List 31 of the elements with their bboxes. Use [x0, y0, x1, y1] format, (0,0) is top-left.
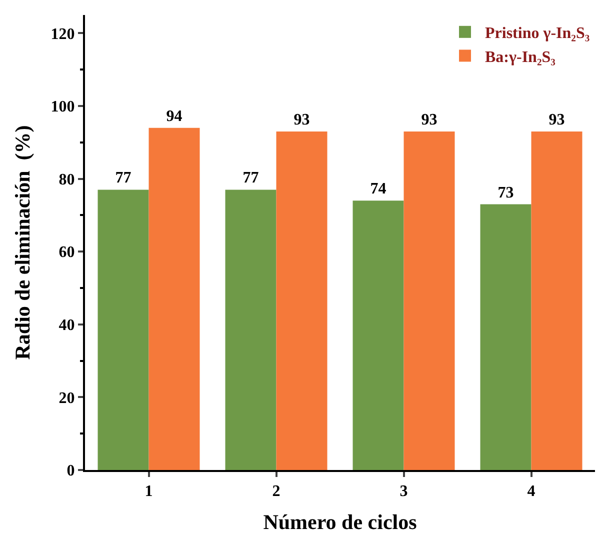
y-tick-label: 100 [50, 98, 75, 116]
bar [98, 190, 149, 470]
y-tick-label: 120 [50, 26, 75, 43]
data-label: 94 [166, 108, 182, 125]
x-axis-title: Número de ciclos [263, 510, 417, 534]
x-tick-label: 3 [400, 483, 408, 500]
data-label: 77 [115, 170, 132, 187]
y-tick-label: 20 [58, 390, 75, 407]
legend-label: Ba:γ-In₂S₃ [485, 48, 556, 66]
data-label: 73 [498, 184, 514, 202]
y-tick-label: 60 [58, 244, 75, 262]
bar [480, 204, 532, 470]
bar [352, 200, 404, 470]
data-label: 93 [548, 111, 565, 128]
data-label: 93 [294, 111, 310, 128]
x-tick-label: 1 [144, 483, 153, 500]
bar [225, 190, 276, 470]
y-axis-title: Radio de eliminación (%) [10, 125, 34, 360]
x-tick-label: 2 [272, 483, 280, 500]
bar [531, 131, 582, 470]
bar [148, 128, 200, 470]
data-label: 77 [242, 170, 259, 187]
y-tick-label: 80 [58, 171, 75, 188]
y-tick-label: 0 [66, 462, 75, 480]
y-tick-label: 40 [58, 317, 75, 334]
legend-label: Pristino γ-In₂S₃ [485, 25, 590, 42]
bar [404, 131, 455, 470]
bar [276, 131, 328, 470]
data-label: 93 [421, 111, 438, 128]
data-label: 74 [370, 180, 386, 198]
x-tick-label: 4 [527, 483, 536, 500]
